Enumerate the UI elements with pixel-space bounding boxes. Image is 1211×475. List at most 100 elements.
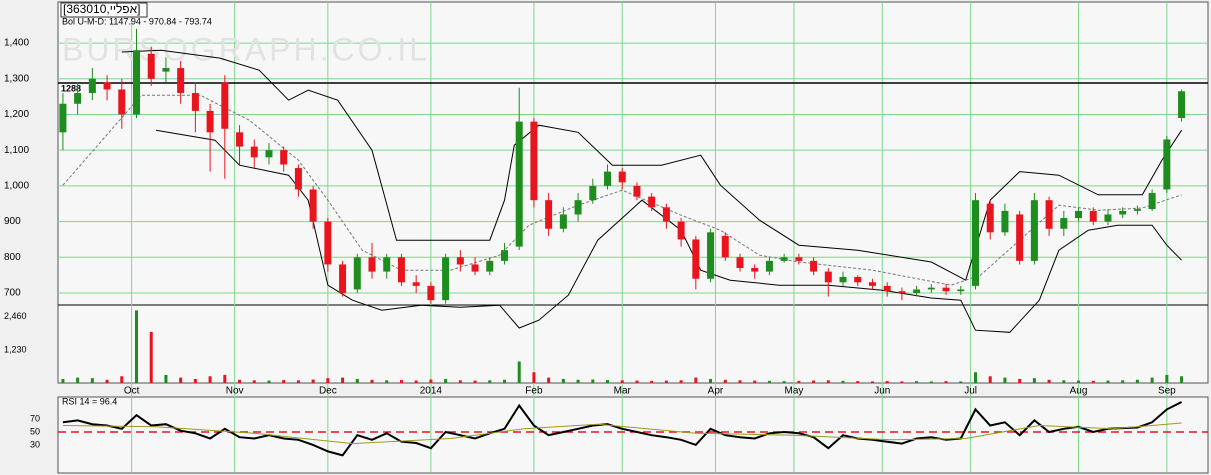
- x-tick-label: 2014: [420, 386, 443, 397]
- watermark: BURSOGRAPH.CO.IL: [62, 31, 430, 67]
- candle-body: [368, 257, 376, 272]
- candle-body: [971, 200, 979, 286]
- candle-body: [280, 150, 288, 165]
- volume-bar: [502, 379, 506, 383]
- candle-body: [471, 264, 479, 272]
- volume-bar: [61, 378, 65, 383]
- volume-bar: [664, 380, 668, 383]
- candle-body: [883, 285, 891, 292]
- candle-body: [236, 132, 244, 147]
- candle-body: [1060, 218, 1068, 229]
- volume-bar: [767, 380, 771, 383]
- candle-body: [383, 257, 391, 272]
- volume-bar: [650, 380, 654, 383]
- candle-body: [751, 268, 759, 272]
- x-tick-label: Sep: [1158, 386, 1176, 397]
- bollinger-band: [121, 49, 1183, 281]
- candle-body: [1133, 209, 1141, 211]
- rsi-panel: [57, 396, 1209, 474]
- candle-body: [633, 185, 641, 197]
- volume-bar: [179, 377, 183, 383]
- candle-body: [986, 203, 994, 233]
- volume-bar: [223, 374, 227, 383]
- candle-body: [1163, 139, 1171, 190]
- volume-bar: [547, 377, 551, 383]
- candle-body: [74, 93, 82, 104]
- y-tick-label: 900: [4, 216, 21, 227]
- volume-bar: [414, 380, 418, 383]
- candle-body: [736, 257, 744, 269]
- level-label: 1288: [61, 83, 81, 93]
- volume-bar: [944, 381, 948, 383]
- volume-bar: [900, 381, 904, 383]
- candle-body: [648, 196, 656, 208]
- candle-body: [1119, 210, 1127, 215]
- candle-body: [780, 257, 788, 261]
- volume-bar: [120, 376, 124, 383]
- candle-body: [339, 264, 347, 294]
- candle-body: [559, 214, 567, 229]
- candle-body: [1104, 214, 1112, 222]
- volume-bar: [105, 379, 109, 383]
- title-box: [60, 2, 148, 18]
- volume-bar: [1135, 379, 1139, 383]
- volume-bar: [164, 374, 168, 383]
- volume-bar: [532, 372, 536, 383]
- volume-bar: [709, 378, 713, 383]
- candle-body: [677, 221, 685, 240]
- volume-bar: [282, 380, 286, 383]
- y-tick-label: 30: [30, 439, 40, 449]
- y-tick-label: 1,100: [4, 145, 29, 156]
- volume-bar: [1018, 378, 1022, 383]
- candle-body: [294, 168, 302, 190]
- volume-bar: [458, 380, 462, 383]
- x-tick-label: Aug: [1070, 386, 1088, 397]
- grid: Oct Nov Dec 2014 Feb Mar Apr May Jun Jul Aug Sep 700…: [4, 2, 1208, 473]
- candle-body: [604, 171, 612, 186]
- volume-bar: [208, 376, 212, 383]
- candle-body: [545, 200, 553, 229]
- candle-body: [250, 146, 258, 158]
- candle-body: [133, 50, 141, 115]
- candle-body: [530, 121, 538, 201]
- plot: 1288: [58, 28, 1208, 457]
- candle-body: [1089, 210, 1097, 222]
- volume-bar: [561, 378, 565, 383]
- candle-body: [147, 53, 155, 79]
- candle-body: [118, 89, 126, 115]
- rsi-line: [62, 401, 1183, 457]
- volume-bar: [1180, 376, 1184, 383]
- volume-bar: [591, 379, 595, 383]
- candle-body: [103, 82, 111, 90]
- candle-body: [59, 103, 67, 133]
- volume-bar: [444, 378, 448, 383]
- volume-bar: [1032, 378, 1036, 383]
- candle-body: [265, 150, 273, 158]
- volume-bar: [679, 380, 683, 383]
- volume-bar: [429, 379, 433, 383]
- y-tick-label: 1,000: [4, 181, 29, 192]
- candle-body: [574, 200, 582, 215]
- volume-bar: [488, 380, 492, 383]
- x-tick-label: Dec: [319, 386, 337, 397]
- y-tick-label: 1,200: [4, 109, 29, 120]
- candle-body: [824, 271, 832, 283]
- subtitle: Bol U-M-D: 1147.94 - 970.84 - 793.74: [62, 16, 212, 26]
- candle-body: [486, 260, 494, 272]
- volume-bar: [620, 380, 624, 383]
- volume-bar: [1003, 377, 1007, 383]
- candle-body: [1045, 200, 1053, 229]
- candle-body: [500, 250, 508, 261]
- volume-bar: [988, 376, 992, 383]
- candle-body: [88, 78, 96, 94]
- volume-bar: [1121, 380, 1125, 383]
- candle-body: [854, 276, 862, 283]
- volume-bar: [782, 381, 786, 383]
- candle-body: [397, 257, 405, 283]
- candle-body: [442, 257, 450, 301]
- y-tick-label: 1,230: [4, 344, 27, 354]
- candle-body: [898, 291, 906, 294]
- x-tick-label: Apr: [708, 386, 724, 397]
- candle-body: [427, 285, 435, 301]
